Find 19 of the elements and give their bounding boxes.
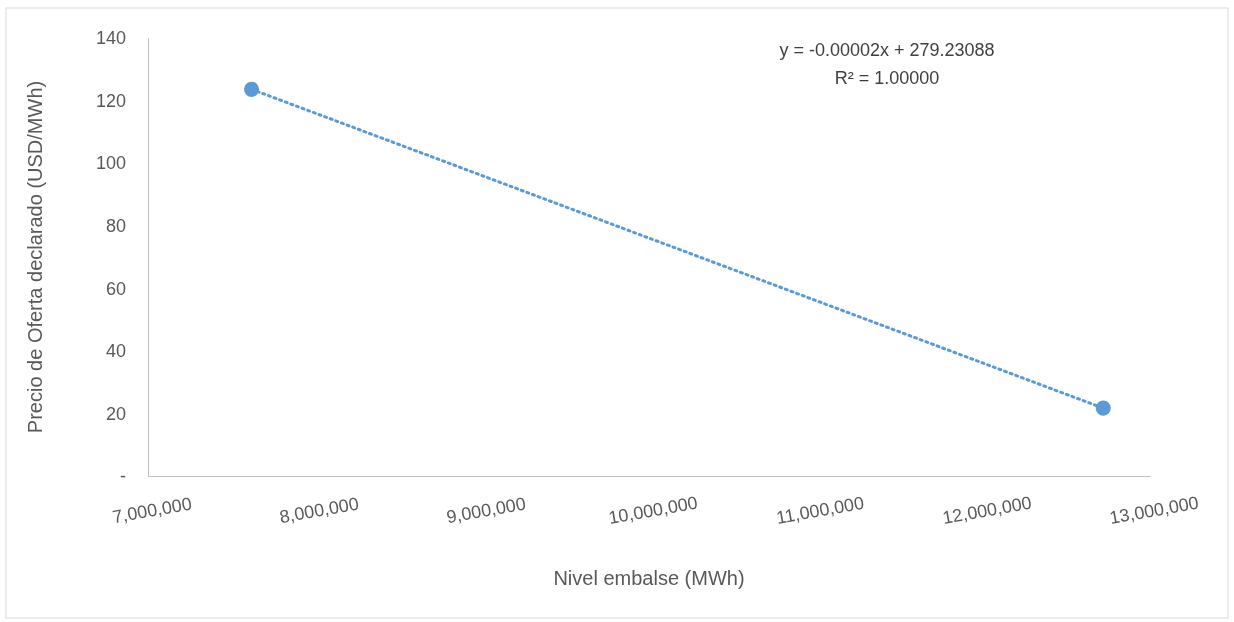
- x-tick-label: 9,000,000: [444, 493, 528, 528]
- x-tick-label: 8,000,000: [277, 493, 361, 528]
- x-tick-label: 11,000,000: [774, 492, 866, 528]
- x-tick-label: 7,000,000: [110, 493, 194, 528]
- y-tick-label: 40: [105, 341, 126, 362]
- y-tick-label: 100: [95, 153, 126, 174]
- y-tick-label: 80: [105, 215, 126, 236]
- y-tick-label: 140: [95, 28, 126, 49]
- annotation: R² = 1.00000: [834, 68, 940, 88]
- x-tick-label: 10,000,000: [606, 492, 700, 528]
- y-axis-title: Precio de Oferta declarado (USD/MWh): [24, 80, 46, 434]
- y-tick-label: -: [120, 466, 126, 487]
- y-tick-label: 60: [105, 278, 126, 299]
- x-tick-label: 13,000,000: [1107, 492, 1201, 528]
- x-tick-label: 12,000,000: [940, 492, 1034, 528]
- annotation: y = -0.00002x + 279.23088: [779, 40, 995, 60]
- y-tick-label: 20: [105, 403, 126, 424]
- y-tick-label: 120: [95, 90, 126, 111]
- x-axis-title: Nivel embalse (MWh): [553, 567, 745, 589]
